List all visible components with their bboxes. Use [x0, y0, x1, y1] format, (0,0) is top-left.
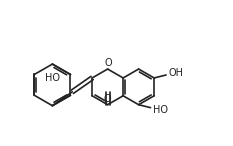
Text: OH: OH — [168, 68, 183, 78]
Text: O: O — [105, 58, 113, 68]
Text: HO: HO — [153, 105, 168, 115]
Text: O: O — [104, 94, 111, 104]
Text: HO: HO — [45, 73, 60, 83]
